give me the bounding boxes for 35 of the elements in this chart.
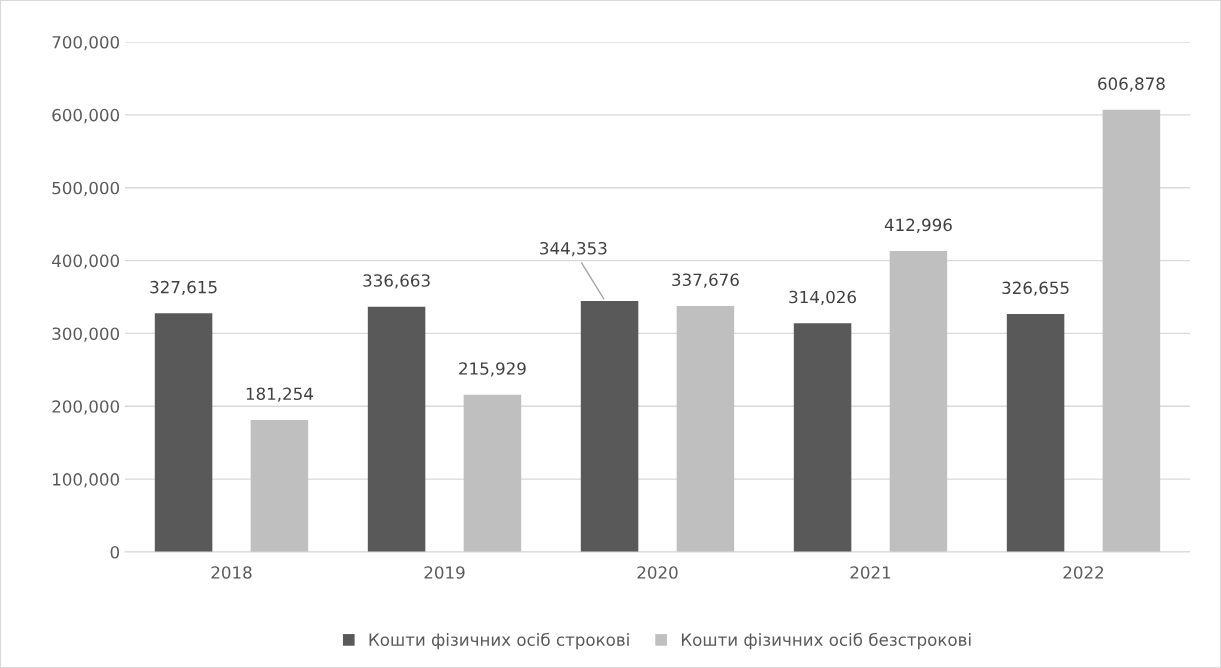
x-tick-label: 2022	[1063, 566, 1104, 579]
bar	[1102, 109, 1161, 552]
data-label: 327,615	[150, 280, 217, 296]
data-label: 336,663	[363, 274, 430, 289]
y-tick-label: 700,000	[52, 35, 120, 51]
y-tick-label: 500,000	[52, 181, 120, 196]
data-label: 181,254	[246, 387, 313, 402]
x-tick-label: 2021	[850, 566, 891, 579]
bar	[1006, 314, 1065, 552]
data-label: 337,676	[672, 273, 739, 288]
bar	[250, 419, 309, 552]
bar	[463, 394, 522, 552]
data-label: 344,353	[540, 241, 607, 257]
y-tick-label: 300,000	[52, 327, 120, 342]
data-label: 606,878	[1098, 77, 1165, 92]
x-tick-label: 2018	[211, 566, 252, 579]
bar	[676, 305, 735, 552]
y-tick-label: 400,000	[52, 254, 120, 269]
y-tick-label: 600,000	[52, 108, 120, 124]
data-label: 314,026	[789, 290, 856, 306]
legend-label: Кошти фізичних осіб безстрокові	[681, 632, 971, 650]
bar	[367, 306, 426, 552]
data-label: 326,655	[1002, 281, 1069, 296]
x-tick-label: 2020	[637, 566, 678, 579]
y-tick-label: 0	[110, 545, 120, 559]
data-label: 412,996	[884, 218, 952, 233]
x-tick-label: 2019	[424, 566, 465, 579]
bar	[154, 313, 213, 552]
bar	[580, 301, 639, 552]
bar	[889, 251, 948, 552]
y-tick-label: 200,000	[52, 400, 120, 415]
bar	[793, 323, 852, 552]
legend-label: Кошти фізичних осіб строкові	[369, 632, 629, 650]
data-label: 215,929	[459, 362, 526, 377]
y-tick-label: 100,000	[53, 473, 120, 488]
